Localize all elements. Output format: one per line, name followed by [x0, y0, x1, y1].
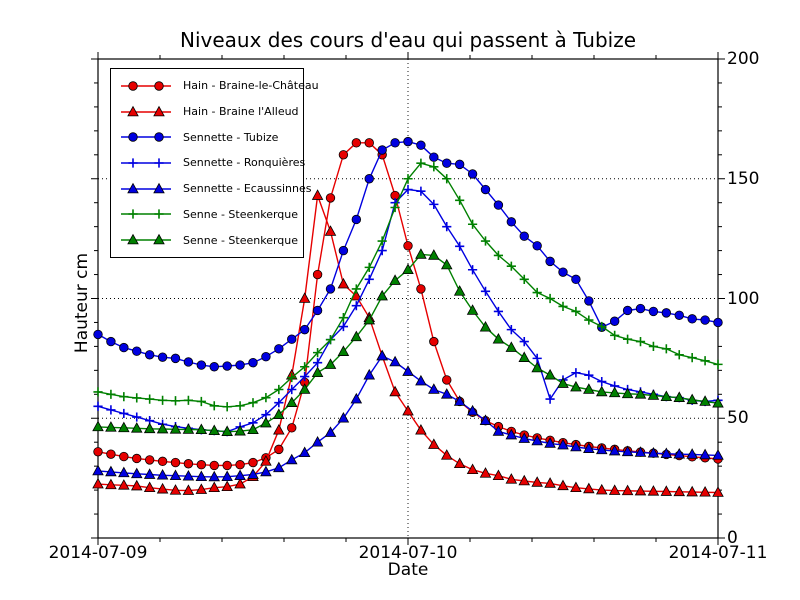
legend-item: Hain - Braine l'Alleud: [117, 100, 303, 124]
y-tick-label: 0: [727, 528, 738, 548]
legend-sample-circle-icon: [121, 81, 171, 91]
series-senne-steenkerque: [92, 248, 724, 436]
legend-label: Hain - Braine l'Alleud: [183, 105, 299, 119]
x-tick-label: 2014-07-11: [668, 543, 768, 563]
x-tick-label: 2014-07-10: [358, 543, 458, 563]
x-axis-label: Date: [387, 560, 429, 580]
legend-label: Sennette - Ronquières: [183, 156, 306, 170]
legend-sample-circle-icon: [121, 132, 171, 142]
y-tick-label: 50: [727, 408, 749, 429]
legend-item: Sennette - Tubize: [117, 125, 303, 149]
y-tick-label: 150: [727, 168, 760, 189]
legend-item: Senne - Steenkerque: [117, 228, 303, 252]
legend-item: Sennette - Ronquières: [117, 151, 306, 175]
legend-sample-plus-icon: [121, 209, 171, 219]
series-senne-steenkerque: [93, 158, 723, 412]
legend-sample-triangle-icon: [121, 182, 171, 193]
legend-sample-triangle-icon: [121, 233, 171, 245]
legend-label: Sennette - Ecaussinnes: [183, 182, 312, 196]
y-tick-label: 100: [727, 288, 760, 309]
x-tick-label: 2014-07-09: [48, 543, 148, 563]
legend-item: Senne - Steenkerque: [117, 202, 303, 226]
series-sennette-ecaussinnes: [92, 349, 724, 482]
series-sennette-tubize: [93, 136, 723, 372]
legend-label: Senne - Steenkerque: [183, 233, 299, 247]
legend-item: Sennette - Ecaussinnes: [117, 177, 312, 201]
legend: Hain - Braine-le-Château Hain - Braine l'…: [110, 68, 319, 258]
legend-label: Sennette - Tubize: [183, 130, 279, 144]
series-hain-braine-l-alleud: [92, 189, 724, 497]
y-tick-label: 200: [727, 49, 760, 69]
chart-title: Niveaux des cours d'eau qui passent à Tu…: [179, 28, 637, 52]
y-axis-label: Hauteur cm: [72, 252, 92, 354]
legend-item: Hain - Braine-le-Château: [117, 74, 319, 98]
legend-label: Hain - Braine-le-Château: [183, 79, 319, 93]
legend-label: Senne - Steenkerque: [183, 207, 299, 221]
legend-sample-plus-icon: [121, 158, 171, 168]
legend-sample-triangle-icon: [121, 105, 171, 116]
